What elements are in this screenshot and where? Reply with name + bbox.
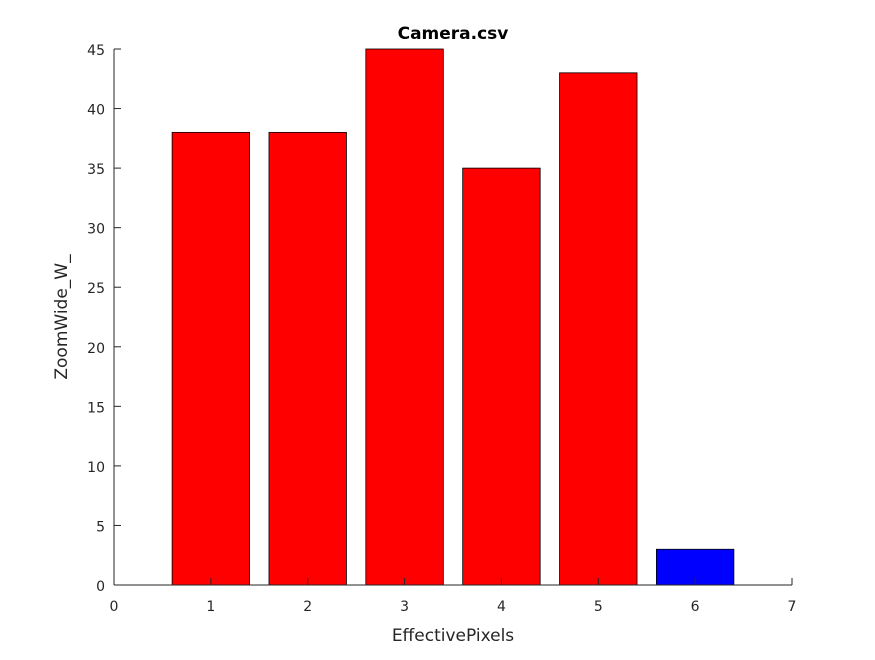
bars-layer bbox=[171, 48, 735, 586]
y-tick-label: 15 bbox=[87, 400, 105, 416]
x-tick-label: 6 bbox=[691, 599, 700, 615]
x-tick-label: 3 bbox=[400, 599, 409, 615]
bar-4 bbox=[462, 167, 541, 586]
chart-title: Camera.csv bbox=[398, 24, 509, 44]
y-tick-label: 5 bbox=[96, 519, 105, 535]
x-tick-label: 4 bbox=[497, 599, 506, 615]
axes-layer bbox=[113, 49, 792, 586]
y-tick-label: 10 bbox=[87, 460, 105, 476]
bar-2 bbox=[268, 131, 347, 586]
x-tick-label: 7 bbox=[788, 599, 797, 615]
bar-1 bbox=[171, 131, 251, 586]
x-tick-label: 5 bbox=[594, 599, 603, 615]
x-tick-label: 1 bbox=[206, 599, 215, 615]
y-tick-label: 0 bbox=[96, 579, 105, 595]
y-tick-label: 25 bbox=[87, 281, 105, 297]
y-tick-label: 45 bbox=[87, 43, 105, 59]
y-tick-label: 20 bbox=[87, 341, 105, 357]
x-axis-label: EffectivePixels bbox=[392, 626, 514, 646]
bar-3 bbox=[365, 48, 444, 586]
y-tick-label: 35 bbox=[87, 162, 105, 178]
y-axis-label: ZoomWide_W_ bbox=[52, 254, 72, 380]
x-tick-label: 2 bbox=[303, 599, 312, 615]
x-tick-label: 0 bbox=[110, 599, 119, 615]
y-tick-label: 40 bbox=[87, 103, 105, 119]
y-tick-label: 30 bbox=[87, 222, 105, 238]
bar-5 bbox=[559, 72, 638, 586]
